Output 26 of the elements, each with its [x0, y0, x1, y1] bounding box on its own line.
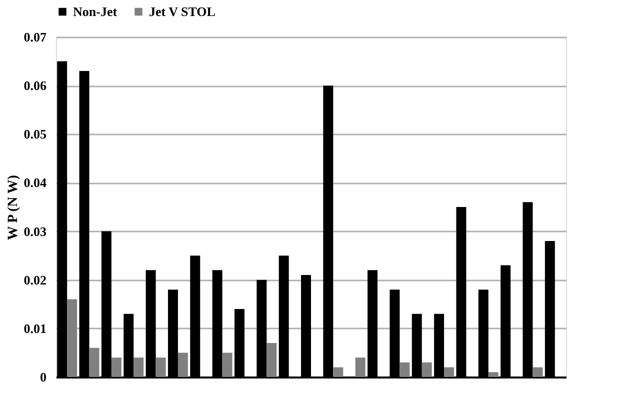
legend-label: Non-Jet: [73, 4, 118, 19]
legend-label: Jet V STOL: [149, 4, 216, 19]
y-tick-label: 0.03: [24, 224, 47, 239]
y-axis-title: W P (N W): [6, 174, 21, 240]
bar: [178, 352, 188, 377]
y-tick-label: 0.02: [24, 272, 46, 288]
bar: [111, 358, 122, 377]
bar: [222, 352, 232, 377]
bar: [488, 372, 498, 377]
bar: [355, 358, 366, 377]
bar: [266, 343, 277, 377]
bar: [532, 367, 543, 377]
bar: [422, 362, 432, 377]
bar: [89, 348, 100, 377]
y-tick-label: 0: [40, 370, 46, 384]
bar: [444, 367, 454, 377]
y-tick-label: 0.05: [24, 126, 47, 142]
y-tick-label: 0.07: [24, 30, 47, 44]
bar: [400, 362, 410, 377]
bar: [134, 358, 144, 377]
bar: [156, 358, 166, 377]
y-tick-label: 0.01: [24, 320, 46, 336]
y-tick-label: 0.06: [24, 78, 47, 94]
bar: [333, 367, 344, 377]
bar: [67, 299, 78, 377]
y-tick-label: 0.04: [24, 175, 47, 190]
